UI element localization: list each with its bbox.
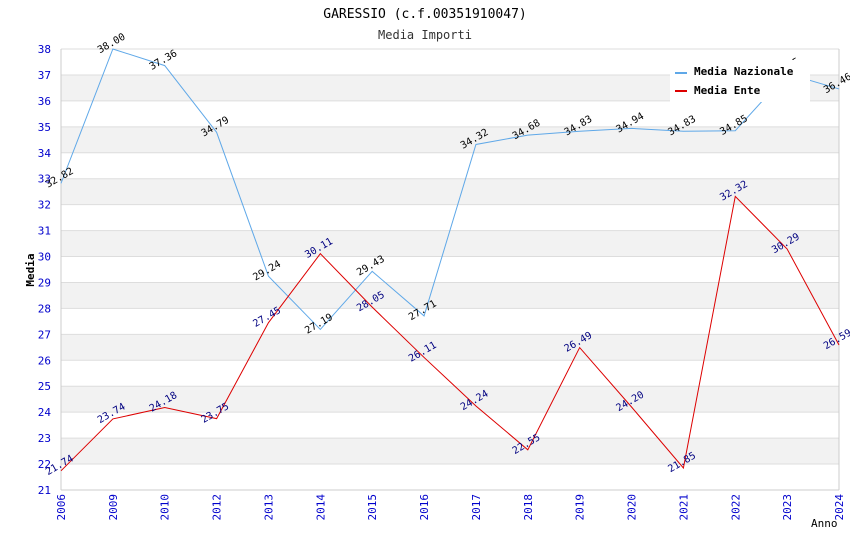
y-tick-label: 22 [38, 458, 51, 471]
x-tick-label: 2015 [366, 494, 379, 521]
y-tick-label: 32 [38, 199, 51, 212]
y-tick-label: 25 [38, 380, 51, 393]
y-tick-label: 38 [38, 43, 51, 56]
x-tick-label: 2017 [470, 494, 483, 521]
grid-band [61, 282, 839, 309]
data-label: 27.19 [303, 312, 335, 337]
data-label: 37.36 [148, 48, 180, 73]
grid-band [61, 334, 839, 361]
y-tick-label: 33 [38, 173, 51, 186]
legend-label-nazionale: Media Nazionale [694, 65, 794, 78]
grid-band [61, 230, 839, 257]
x-tick-label: 2022 [729, 494, 742, 521]
x-axis-label: Anno [811, 517, 838, 530]
x-tick-label: 2019 [574, 494, 587, 521]
y-tick-label: 27 [38, 328, 51, 341]
x-tick-label: 2009 [107, 494, 120, 521]
x-tick-label: 2024 [833, 494, 846, 521]
x-tick-label: 2013 [262, 494, 275, 521]
y-tick-label: 36 [38, 95, 51, 108]
data-label: 29.43 [355, 254, 387, 279]
x-tick-label: 2018 [522, 494, 535, 521]
y-tick-label: 35 [38, 121, 51, 134]
grid-bands [61, 74, 839, 465]
legend-box [670, 60, 810, 102]
grid-band [61, 386, 839, 413]
x-axis-ticks: 2006 2009 2010 2012 2013 2014 2015 2016 2017 2018… [55, 494, 846, 521]
legend: Media Nazionale Media Ente [670, 60, 810, 102]
data-label: 21.74 [44, 453, 76, 478]
y-tick-label: 30 [38, 251, 51, 264]
x-tick-label: 2014 [314, 494, 327, 521]
y-tick-label: 28 [38, 302, 51, 315]
data-label: 29.24 [251, 259, 283, 284]
x-tick-label: 2023 [781, 494, 794, 521]
x-tick-label: 2006 [55, 494, 68, 521]
y-tick-label: 26 [38, 354, 51, 367]
y-tick-label: 31 [38, 225, 51, 238]
x-tick-label: 2021 [677, 494, 690, 521]
legend-label-ente: Media Ente [694, 84, 761, 97]
x-tick-label: 2010 [159, 494, 172, 521]
y-tick-label: 29 [38, 276, 51, 289]
y-axis-ticks: 21 22 23 24 25 26 27 28 29 30 31 32 33 34 35 36 37 38 [38, 43, 52, 497]
y-tick-label: 21 [38, 484, 51, 497]
series-line-nazionale [60, 48, 840, 331]
y-tick-label: 37 [38, 69, 51, 82]
chart-subtitle: Media Importi [378, 28, 472, 42]
x-tick-label: 2020 [626, 494, 639, 521]
grid-band [61, 178, 839, 205]
y-tick-label: 23 [38, 432, 51, 445]
series-line-ente [60, 195, 840, 472]
grid-band [61, 438, 839, 465]
y-tick-label: 24 [38, 406, 52, 419]
grid-lines [60, 48, 840, 491]
y-tick-label: 34 [38, 147, 52, 160]
chart-title: GARESSIO (c.f.00351910047) [323, 7, 527, 22]
x-tick-label: 2012 [211, 494, 224, 521]
y-axis-label: Media [24, 253, 37, 286]
x-tick-label: 2016 [418, 494, 431, 521]
